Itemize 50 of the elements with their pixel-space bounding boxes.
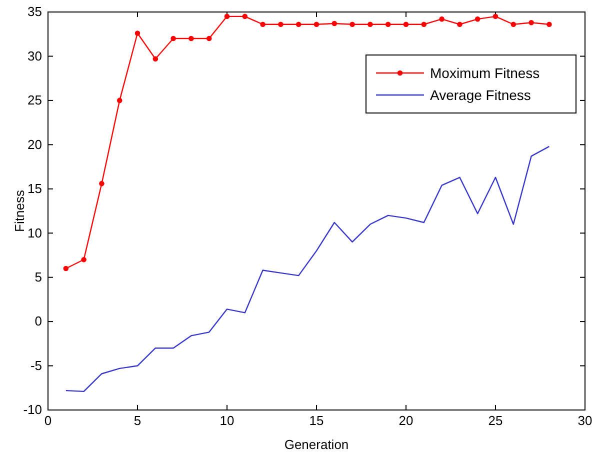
x-tick-label: 0 <box>44 413 52 428</box>
point <box>206 36 212 42</box>
y-tick-label: 30 <box>28 48 42 64</box>
point <box>439 16 444 22</box>
y-tick-label: 0 <box>34 314 42 329</box>
x-axis-title: Generation <box>284 437 349 452</box>
point <box>403 22 409 28</box>
y-tick-label: 35 <box>28 4 42 20</box>
point <box>278 22 284 28</box>
x-tick-label: 5 <box>134 413 142 428</box>
x-tick-label: 15 <box>309 413 324 428</box>
y-axis-title: Fitness <box>12 190 27 232</box>
point <box>188 36 194 42</box>
x-tick-label: 30 <box>578 413 592 428</box>
y-tick-label: -5 <box>30 358 42 373</box>
point <box>510 22 516 28</box>
point <box>492 14 498 20</box>
point <box>332 20 338 26</box>
point <box>63 266 69 272</box>
y-tick-label: 25 <box>28 92 42 108</box>
y-tick-label: 10 <box>28 225 42 240</box>
point <box>134 30 140 36</box>
point <box>260 22 266 28</box>
point <box>368 22 373 28</box>
point <box>528 20 534 26</box>
y-tick-label: 15 <box>28 181 42 196</box>
point <box>170 36 176 42</box>
y-tick-label: 5 <box>34 269 42 284</box>
y-tick-label: -10 <box>23 402 42 418</box>
point <box>296 22 302 28</box>
point <box>224 14 230 20</box>
point <box>116 98 122 104</box>
point <box>546 22 552 28</box>
x-tick-label: 10 <box>220 413 234 428</box>
point <box>457 22 462 28</box>
x-tick-label: 25 <box>488 413 503 428</box>
point <box>421 22 427 28</box>
y-tick-label: 20 <box>28 136 42 152</box>
point <box>474 16 480 22</box>
point <box>350 22 355 28</box>
point <box>314 22 320 28</box>
legend-label: Average Fitness <box>430 87 531 103</box>
point <box>81 257 86 262</box>
point <box>152 56 158 62</box>
point <box>242 14 248 20</box>
line-series <box>65 146 550 392</box>
x-tick-label: 20 <box>398 413 414 428</box>
point <box>385 22 391 28</box>
legend-label: Moximum Fitness <box>430 65 540 81</box>
point <box>99 180 104 186</box>
